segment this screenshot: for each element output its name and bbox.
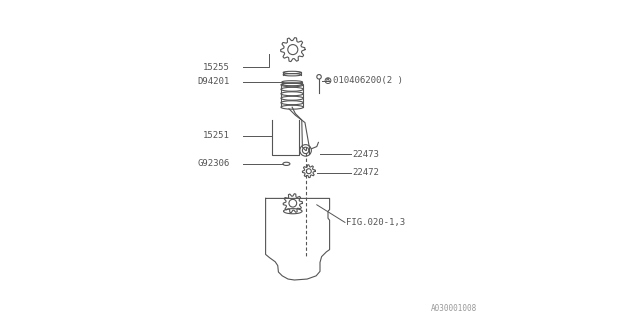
- Text: B: B: [326, 78, 330, 83]
- Text: A030001008: A030001008: [431, 304, 477, 313]
- Text: 22472: 22472: [352, 168, 379, 177]
- Text: D94201: D94201: [198, 77, 230, 86]
- Text: FIG.020-1,3: FIG.020-1,3: [346, 218, 404, 227]
- Text: 010406200(2 ): 010406200(2 ): [333, 76, 403, 85]
- Text: G92306: G92306: [198, 159, 230, 168]
- Text: 22473: 22473: [352, 150, 379, 159]
- Text: 15255: 15255: [203, 63, 230, 72]
- Text: 15251: 15251: [203, 132, 230, 140]
